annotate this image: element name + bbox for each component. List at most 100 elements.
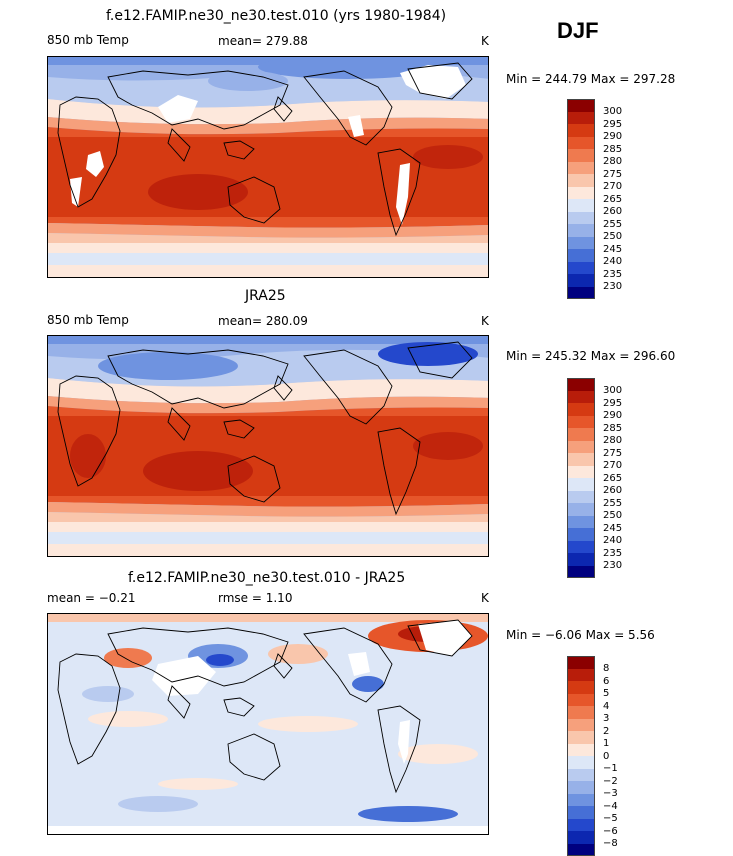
colorbar-swatch	[567, 187, 595, 200]
colorbar-label: 255	[603, 219, 622, 232]
colorbar-swatch	[567, 416, 595, 429]
units-label: K	[481, 34, 489, 48]
colorbar-swatch	[567, 249, 595, 262]
colorbar-swatch	[567, 478, 595, 491]
colorbar-swatch	[567, 694, 595, 707]
colorbar-label: 230	[603, 281, 622, 294]
colorbar-label: −6	[603, 826, 618, 839]
colorbar-label: 2	[603, 726, 618, 739]
colorbar-label: 4	[603, 701, 618, 714]
colorbar-swatch	[567, 237, 595, 250]
colorbar-label: 8	[603, 663, 618, 676]
colorbar-label: 300	[603, 385, 622, 398]
temperature-map	[47, 56, 489, 278]
colorbar-swatch	[567, 844, 595, 856]
colorbar-swatch	[567, 403, 595, 416]
colorbar-label: −2	[603, 776, 618, 789]
colorbar-swatch	[567, 441, 595, 454]
colorbar-swatch	[567, 541, 595, 554]
colorbar-label: 285	[603, 423, 622, 436]
colorbar-swatch	[567, 124, 595, 137]
colorbar-label: 275	[603, 448, 622, 461]
colorbar-swatch	[567, 528, 595, 541]
colorbar	[567, 378, 595, 578]
colorbar-label: 295	[603, 119, 622, 132]
colorbar-label: 3	[603, 713, 618, 726]
colorbar-swatch	[567, 566, 595, 579]
colorbar-swatch	[567, 162, 595, 175]
colorbar-swatch	[567, 744, 595, 757]
colorbar-label: 255	[603, 498, 622, 511]
colorbar-label: 245	[603, 523, 622, 536]
colorbar-label: −4	[603, 801, 618, 814]
colorbar-swatch	[567, 274, 595, 287]
colorbar-swatch	[567, 174, 595, 187]
colorbar-label: 290	[603, 131, 622, 144]
colorbar-swatch	[567, 199, 595, 212]
map-graphic	[48, 614, 489, 835]
colorbar-swatch	[567, 794, 595, 807]
colorbar-label: 6	[603, 676, 618, 689]
colorbar-label: 295	[603, 398, 622, 411]
minmax-label: Min = 245.32 Max = 296.60	[506, 349, 675, 363]
mean-label: mean= 279.88	[218, 34, 308, 48]
colorbar-label: 260	[603, 485, 622, 498]
colorbar-label: 265	[603, 473, 622, 486]
colorbar-labels: 300 295 290 285 280 275 270 265 260 255 …	[603, 385, 622, 573]
colorbar-label: 260	[603, 206, 622, 219]
colorbar-label: 280	[603, 435, 622, 448]
colorbar-swatch	[567, 212, 595, 225]
colorbar-labels: 8 6 5 4 3 2 1 0 −1 −2 −3 −4 −5 −6 −8	[603, 663, 618, 851]
colorbar-label: 270	[603, 460, 622, 473]
colorbar-swatch	[567, 466, 595, 479]
mean-label: mean= 280.09	[218, 314, 308, 328]
colorbar-swatch	[567, 831, 595, 844]
variable-label: 850 mb Temp	[47, 313, 129, 327]
colorbar-swatch	[567, 149, 595, 162]
units-label: K	[481, 314, 489, 328]
units-label: K	[481, 591, 489, 605]
panel-title: f.e12.FAMIP.ne30_ne30.test.010 - JRA25	[128, 570, 405, 586]
panel-title: JRA25	[245, 288, 286, 304]
colorbar-label: 280	[603, 156, 622, 169]
colorbar	[567, 656, 595, 856]
colorbar-label: 265	[603, 194, 622, 207]
panel-title: f.e12.FAMIP.ne30_ne30.test.010 (yrs 1980…	[106, 8, 446, 24]
colorbar-label: 275	[603, 169, 622, 182]
colorbar-label: 250	[603, 231, 622, 244]
colorbar-swatch	[567, 819, 595, 832]
colorbar-swatch	[567, 756, 595, 769]
rmse-label: rmse = 1.10	[218, 591, 292, 605]
colorbar-swatch	[567, 706, 595, 719]
colorbar-label: 235	[603, 548, 622, 561]
colorbar-label: 1	[603, 738, 618, 751]
season-label: DJF	[557, 18, 599, 44]
colorbar-label: 235	[603, 269, 622, 282]
colorbar-label: 285	[603, 144, 622, 157]
colorbar-swatch	[567, 491, 595, 504]
colorbar-label: 0	[603, 751, 618, 764]
colorbar-label: 250	[603, 510, 622, 523]
colorbar-swatch	[567, 669, 595, 682]
colorbar-swatch	[567, 428, 595, 441]
colorbar-swatch	[567, 112, 595, 125]
colorbar-label: 5	[603, 688, 618, 701]
colorbar-swatch	[567, 681, 595, 694]
colorbar-swatch	[567, 553, 595, 566]
colorbar-swatch	[567, 99, 595, 112]
colorbar-swatch	[567, 656, 595, 669]
temperature-map	[47, 335, 489, 557]
map-graphic	[48, 57, 489, 278]
minmax-label: Min = 244.79 Max = 297.28	[506, 72, 675, 86]
colorbar-swatch	[567, 781, 595, 794]
colorbar-swatch	[567, 769, 595, 782]
colorbar-label: 230	[603, 560, 622, 573]
map-graphic	[48, 336, 489, 557]
colorbar-label: −1	[603, 763, 618, 776]
colorbar-labels: 300 295 290 285 280 275 270 265 260 255 …	[603, 106, 622, 294]
colorbar-swatch	[567, 262, 595, 275]
colorbar	[567, 99, 595, 299]
colorbar-label: 270	[603, 181, 622, 194]
colorbar-label: 290	[603, 410, 622, 423]
difference-map	[47, 613, 489, 835]
